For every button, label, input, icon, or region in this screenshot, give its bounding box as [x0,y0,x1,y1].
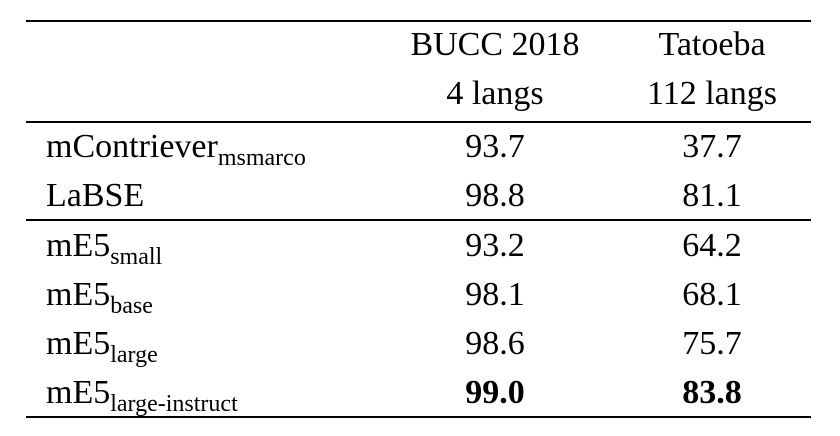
model-subscript: small [110,244,163,270]
model-subscript: large-instruct [110,391,238,417]
bucc-score: 98.8 [465,177,525,214]
header-bucc-title: BUCC 2018 [410,26,580,63]
model-name: mE5 [46,276,111,313]
model-name: mE5 [46,325,111,362]
table-row-model: mE5base [46,276,153,319]
tatoeba-score: 81.1 [682,177,742,214]
header-tatoeba-title: Tatoeba [658,26,766,63]
header-bucc-langs: 4 langs [446,75,544,112]
table-row-model: LaBSE [46,179,144,213]
model-subscript: base [110,293,153,319]
table-row-model: mContrievermsmarco [46,128,306,171]
group-rule [26,219,811,221]
bucc-score-best: 99.0 [465,374,525,411]
bucc-score: 98.1 [465,276,525,313]
model-subscript: large [110,342,158,368]
header-rule [26,121,811,123]
tatoeba-score: 68.1 [682,276,742,313]
tatoeba-score-best: 83.8 [682,374,742,411]
bucc-score: 98.6 [465,325,525,362]
table-row-model: mE5small [46,227,162,270]
bucc-score: 93.2 [465,227,525,264]
tatoeba-score: 64.2 [682,227,742,264]
model-name: LaBSE [46,177,145,214]
model-subscript: msmarco [217,145,306,171]
header-tatoeba-langs: 112 langs [646,75,778,112]
table-bottom-rule [26,416,811,418]
model-name: mE5 [46,374,111,411]
tatoeba-score: 37.7 [682,128,742,165]
bucc-score: 93.7 [465,128,525,165]
tatoeba-score: 75.7 [682,325,742,362]
table-row-model: mE5large-instruct [46,374,238,417]
table-top-rule [26,20,811,22]
model-name: mE5 [46,227,111,264]
table-row-model: mE5large [46,325,158,368]
model-name: mContriever [46,128,218,165]
